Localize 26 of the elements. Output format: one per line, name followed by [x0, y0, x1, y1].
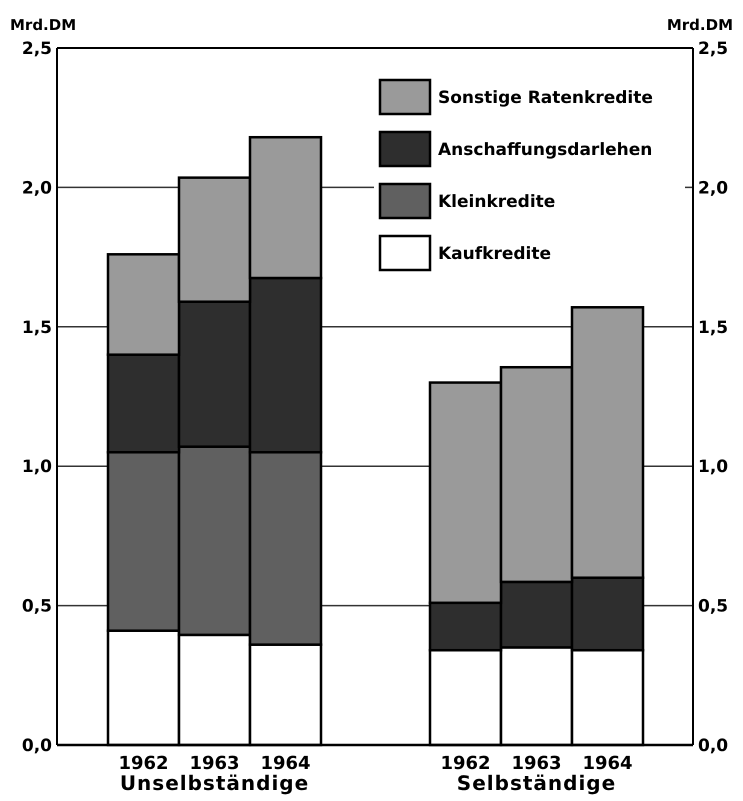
y-tick-label: 1,5	[22, 318, 52, 338]
y2-axis-title: Mrd.DM	[666, 16, 733, 34]
y-tick-label: 0,0	[22, 736, 52, 756]
x-tick-label: 1963	[189, 753, 240, 774]
legend-label: Anschaffungsdarlehen	[438, 140, 652, 160]
text: Selbständige	[456, 771, 616, 795]
x-tick-label: 1964	[582, 753, 633, 774]
y2-tick-label: 1,5	[698, 318, 728, 338]
y2-tick-label: 1,0	[698, 457, 728, 478]
y-axis-title: Mrd.DM	[10, 16, 76, 34]
legend-label: Kaufkredite	[438, 244, 552, 264]
legend-label: Sonstige Ratenkredite	[438, 88, 653, 108]
y2-tick-label: 0,0	[698, 736, 728, 756]
y-tick-label: 1,0	[22, 457, 52, 478]
y-tick-label: 0,5	[22, 596, 52, 617]
x-tick-label: 1962	[118, 753, 169, 774]
y-tick-label: 2,5	[22, 38, 52, 59]
y2-tick-label: 2,0	[698, 178, 728, 198]
x-tick-label: 1962	[440, 753, 491, 774]
x-tick-label: 1964	[260, 753, 311, 774]
x-tick-label: 1963	[511, 753, 562, 774]
y2-tick-label: 0,5	[698, 596, 728, 617]
y2-tick-label: 2,5	[698, 38, 728, 59]
legend-label: Kleinkredite	[438, 192, 556, 212]
text: Unselbständige	[120, 771, 310, 795]
y-tick-label: 2,0	[22, 178, 52, 198]
